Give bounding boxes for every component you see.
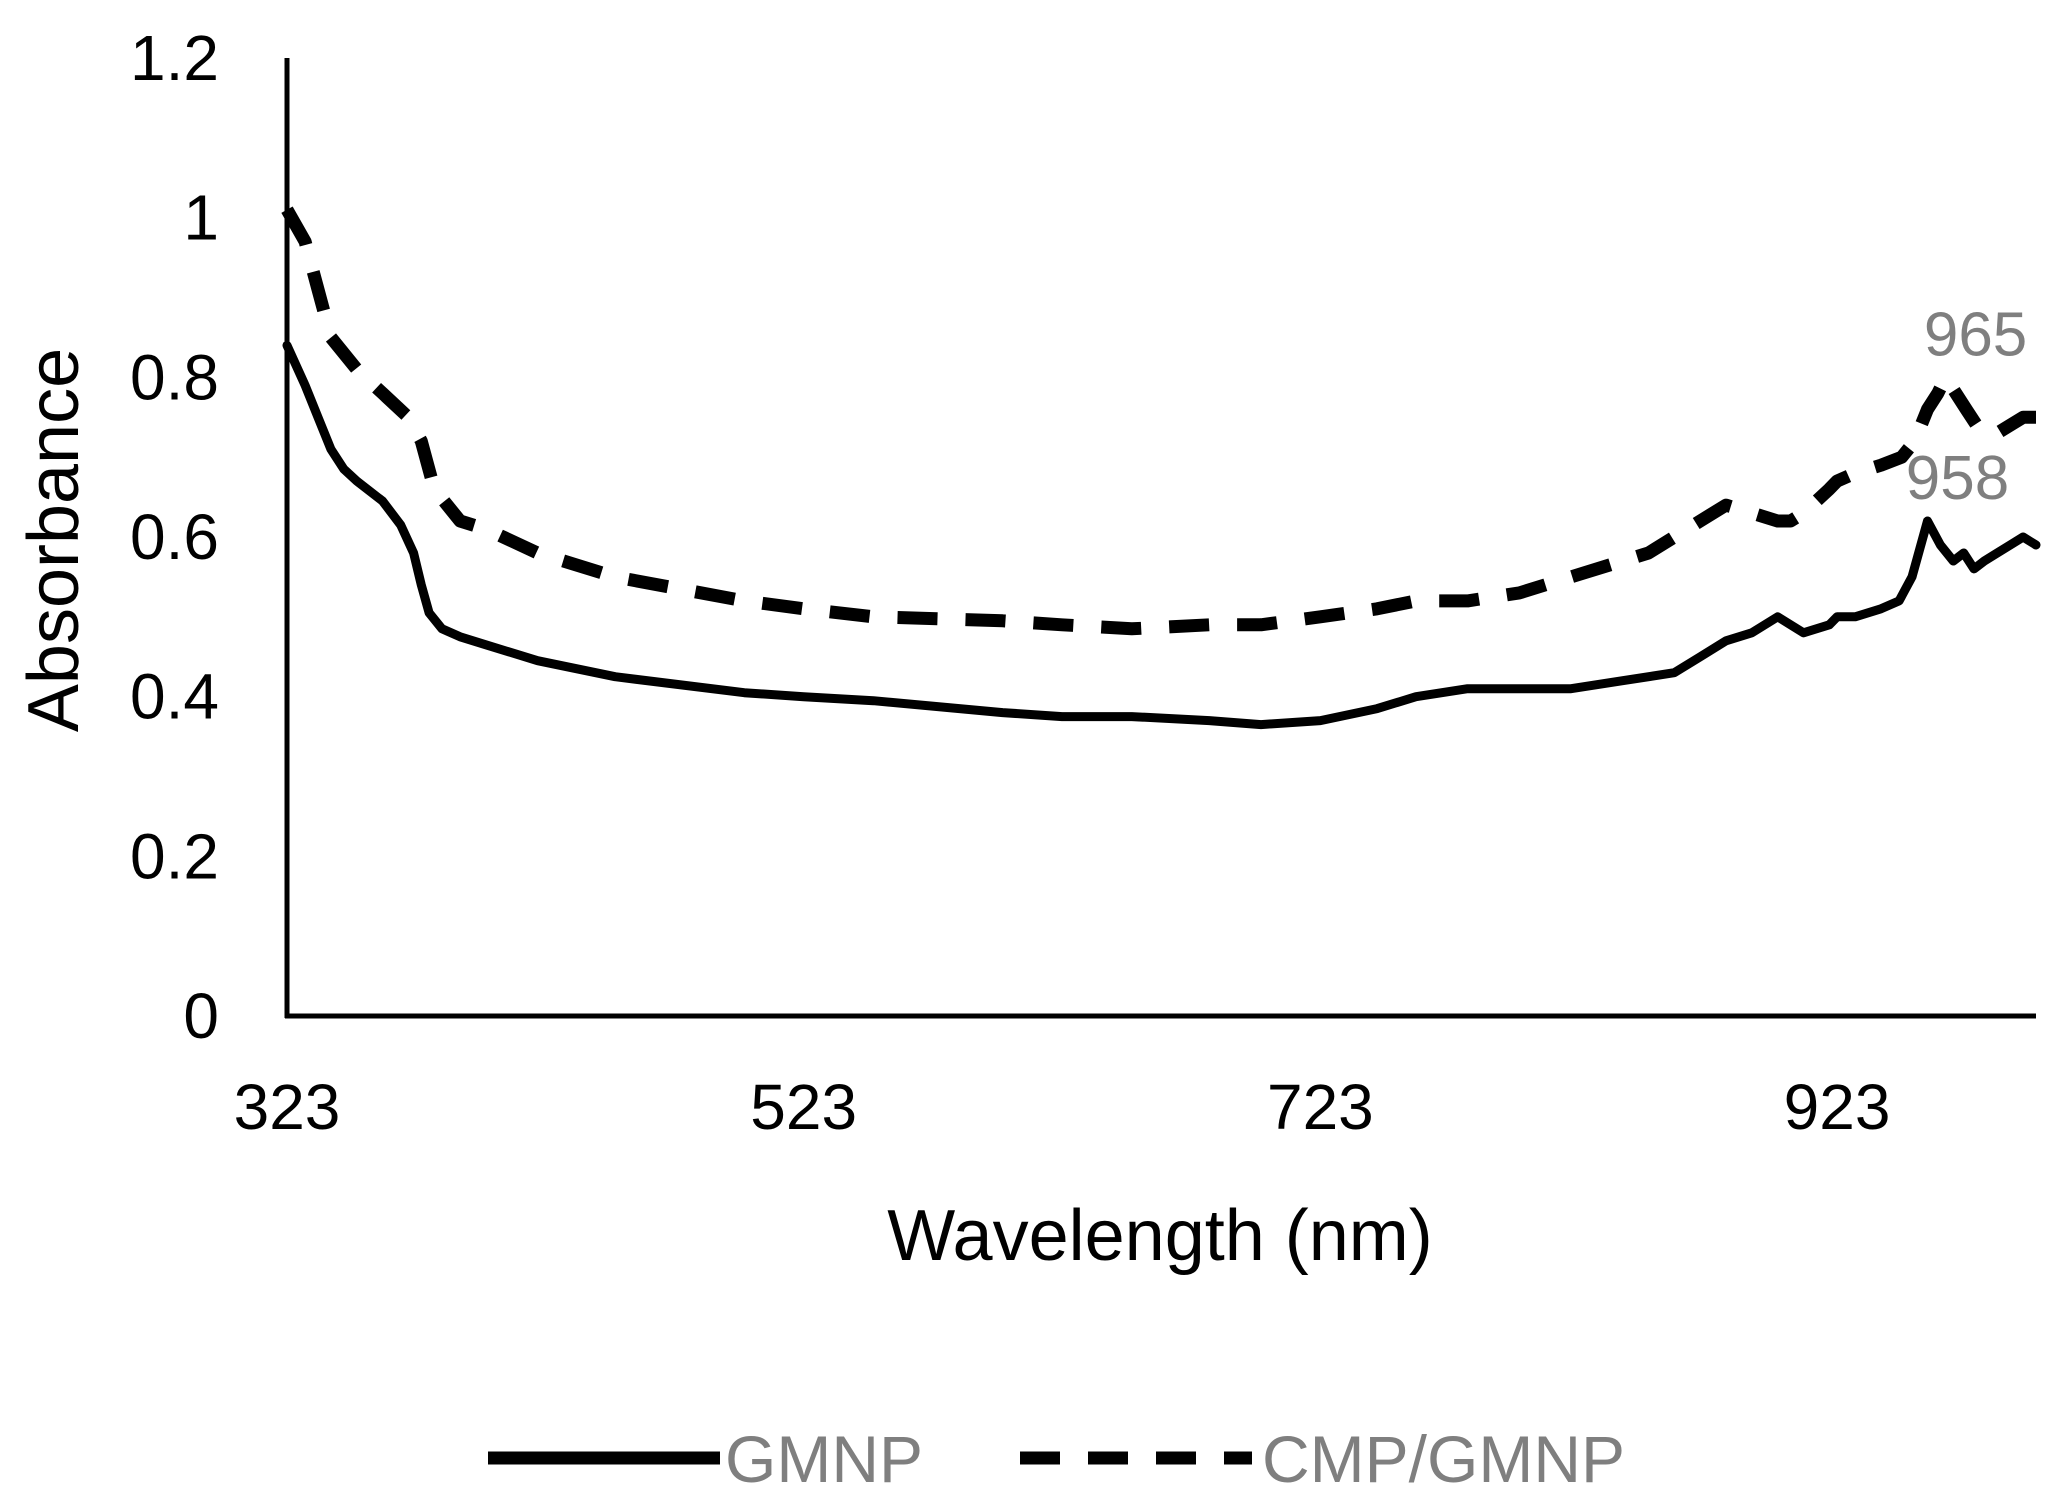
peak-annotation: 965 [1924, 300, 2027, 369]
y-tick-label: 0.6 [130, 501, 219, 573]
y-tick-label: 0.4 [130, 661, 219, 733]
y-tick-label: 0 [183, 980, 219, 1052]
y-tick-label: 0.2 [130, 820, 219, 892]
x-tick-label: 323 [234, 1071, 341, 1143]
legend: GMNP CMP/GMNP [488, 1422, 1625, 1496]
y-tick-label: 1.2 [130, 22, 219, 94]
plot-layer: 0 0.2 0.4 0.6 0.8 1 1.2 323 523 723 923 965 958 [130, 22, 2041, 1143]
y-tick-label: 0.8 [130, 341, 219, 413]
x-tick-label: 523 [750, 1071, 857, 1143]
x-axis-label: Wavelength (nm) [887, 1196, 1433, 1276]
series-line-cmp-gmnp [281, 206, 2036, 636]
y-axis-label: Absorbance [14, 348, 94, 732]
legend-label-cmp-gmnp: CMP/GMNP [1262, 1422, 1625, 1495]
x-tick-label: 723 [1267, 1071, 1374, 1143]
x-tick-label: 923 [1784, 1071, 1891, 1143]
y-tick-label: 1 [183, 182, 219, 254]
series-line-gmnp [282, 340, 2041, 730]
peak-annotation: 958 [1906, 444, 2009, 513]
legend-label-gmnp: GMNP [725, 1422, 923, 1495]
